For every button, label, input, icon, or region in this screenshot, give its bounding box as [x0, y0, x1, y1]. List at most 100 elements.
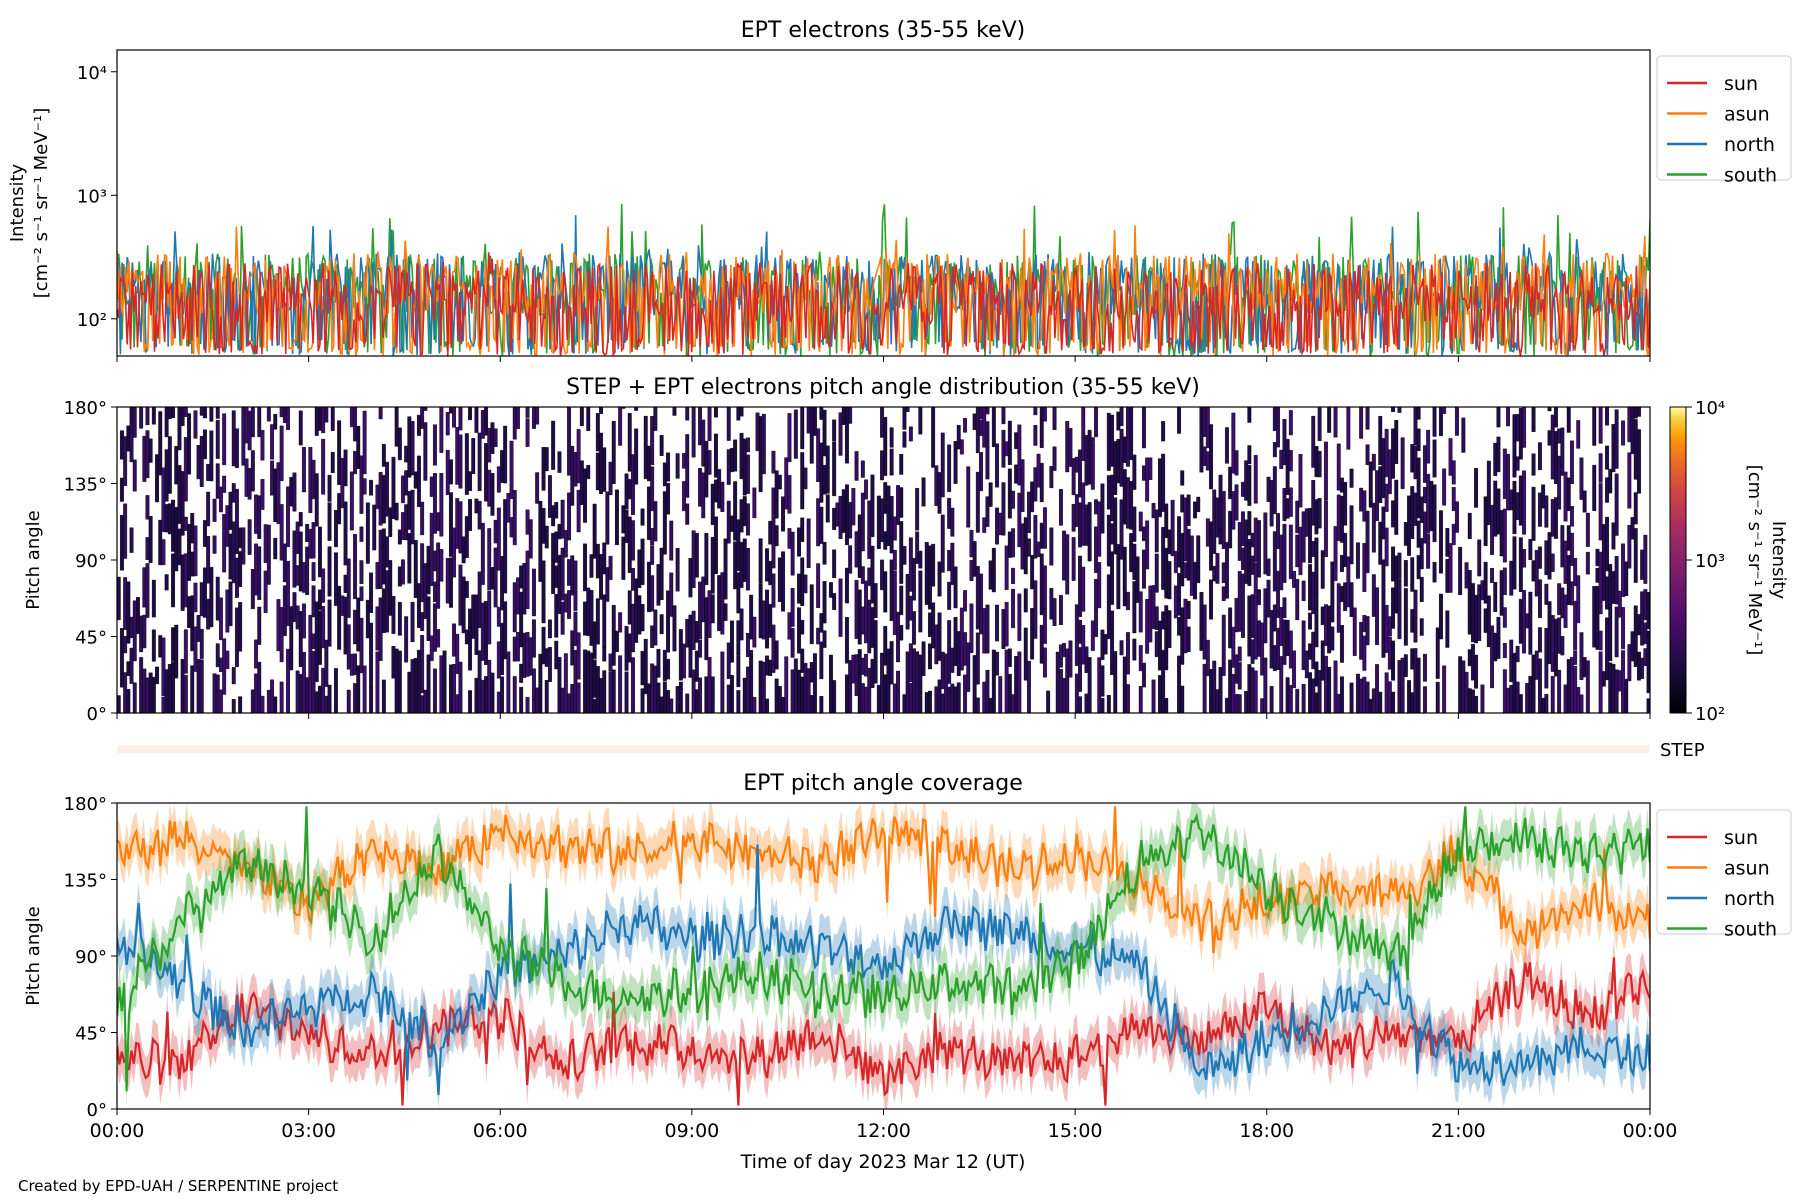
panel2-heat-column	[1110, 414, 1114, 675]
panel2-heat-column	[1554, 407, 1558, 677]
panel2-heat-column	[1455, 407, 1459, 533]
panel2-heat-column	[723, 538, 728, 621]
panel2-heat-column	[605, 491, 610, 602]
panel2-ylabel: Pitch angle	[23, 510, 44, 609]
panel2-heat-column	[912, 558, 916, 713]
panel2-heat-column	[892, 516, 897, 713]
colorbar: 10² 10³ 10⁴ Intensity [cm⁻² s⁻¹ sr⁻¹ MeV⁻¹…	[1669, 398, 1789, 725]
panel2-heat-column	[1621, 420, 1625, 713]
panel2-y-ticks: 0° 45° 90° 135° 180°	[64, 398, 117, 725]
panel1-legend-label-sun: sun	[1724, 73, 1758, 95]
colorbar-ticks: 10² 10³ 10⁴	[1686, 398, 1725, 725]
panel2-heat-column	[975, 407, 980, 713]
panel3-line-north	[117, 844, 1650, 1096]
panel2-heat-column	[1483, 496, 1488, 633]
panel2-heat-column	[1094, 407, 1098, 637]
panel2-heat-column	[1445, 528, 1450, 648]
panel2-heat-column	[982, 407, 987, 713]
panel2-heat-column	[1301, 511, 1306, 713]
panel2-heat-column	[940, 432, 945, 713]
panel2-heat-column	[1279, 449, 1284, 713]
panel2-ytick-label: 90°	[75, 551, 107, 572]
panel2-heat-column	[666, 452, 670, 713]
panel2-heat-column	[231, 410, 236, 713]
panel3-ylabel: Pitch angle	[23, 906, 44, 1005]
panel2-heat-column	[1189, 535, 1194, 596]
panel2-heat-column	[944, 653, 948, 713]
panel2-heat-column	[397, 427, 402, 713]
panel2-heat-column	[436, 512, 441, 648]
panel2-heat-column	[1049, 466, 1054, 620]
panel2-heat-column	[1560, 427, 1565, 656]
panel2-heat-column	[1020, 459, 1025, 570]
panel2-heat-column	[212, 498, 217, 713]
panel2-heat-column	[525, 407, 530, 713]
panel2-heat-column	[484, 407, 488, 713]
step-band	[117, 745, 1650, 753]
panel1-ylabel-line1: Intensity	[7, 163, 28, 242]
panel2-heat-column	[196, 445, 201, 713]
panel2-heat-column	[1253, 455, 1258, 713]
panel2-heat-column	[647, 445, 651, 713]
panel2-heat-column	[886, 485, 891, 713]
panel3-legend-box	[1656, 809, 1792, 935]
panel2-heat-column	[851, 488, 856, 684]
panel3-ytick-label: 90°	[75, 947, 107, 968]
panel2-heat-column	[1320, 550, 1325, 681]
panel3-xtick-label: 21:00	[1431, 1120, 1486, 1142]
panel2-heat-column	[273, 414, 278, 713]
panel2-heat-column	[1257, 520, 1261, 657]
panel2-heat-column	[228, 491, 233, 627]
panel2-heat-column	[1074, 456, 1079, 713]
panel2-heat-column	[765, 548, 769, 713]
panel1-title: EPT electrons (35-55 keV)	[741, 18, 1026, 43]
panel2-heat-column	[187, 413, 191, 628]
panel2-heat-column	[126, 425, 131, 713]
panel2-heat-column	[158, 411, 163, 658]
colorbar-label-line2: [cm⁻² s⁻¹ sr⁻¹ MeV⁻¹]	[1744, 465, 1765, 656]
panel2-heat-column	[1071, 458, 1076, 581]
panel3-legend-label-sun: sun	[1724, 827, 1758, 849]
panel2-heat-column	[650, 416, 655, 713]
panel2-heat-column	[334, 510, 338, 713]
panel2-heat-column	[931, 407, 936, 649]
panel-pitch-distribution: STEP + EPT electrons pitch angle distrib…	[23, 375, 1789, 761]
panel1-x-ticks	[116, 356, 1651, 362]
panel2-heat-column	[1023, 517, 1028, 681]
panel2-heat-column	[1538, 442, 1542, 713]
panel2-heat-column	[717, 469, 722, 632]
panel2-ytick-label: 180°	[64, 398, 107, 419]
panel2-heat-column	[707, 407, 712, 713]
panel2-heat-column	[1359, 407, 1364, 713]
panel2-heat-column	[1397, 407, 1402, 713]
panel2-heat-column	[1643, 534, 1648, 666]
panel2-heat-column	[662, 462, 667, 713]
panel2-heat-column	[579, 407, 584, 505]
panel2-heat-column	[235, 428, 239, 667]
panel2-heat-column	[857, 514, 862, 713]
panel2-heat-column	[710, 483, 715, 713]
panel2-heat-column	[746, 437, 750, 713]
panel2-heat-column	[1566, 407, 1571, 713]
panel2-heat-column	[1346, 407, 1351, 608]
panel2-heat-column	[407, 416, 412, 713]
panel2-heat-column	[854, 451, 859, 696]
panel2-heat-column	[302, 447, 306, 713]
panel3-legend-label-north: north	[1724, 888, 1775, 910]
panel3-xtick-label: 00:00	[90, 1120, 145, 1142]
panel2-heat-column	[560, 499, 565, 713]
panel2-heat-column	[733, 439, 738, 590]
panel2-heat-column	[576, 429, 581, 713]
panel2-heat-column	[346, 558, 351, 713]
panel2-heat-column	[1512, 414, 1517, 713]
colorbar-tick-label: 10⁴	[1695, 398, 1725, 419]
panel2-heat-column	[634, 407, 639, 643]
panel2-heat-column	[643, 415, 648, 695]
panel2-heat-column	[902, 407, 907, 713]
panel2-heat-column	[800, 407, 805, 713]
panel2-heat-column	[995, 443, 999, 676]
panel3-y-ticks: 0° 45° 90° 135° 180°	[64, 794, 117, 1121]
panel2-heat-column	[825, 445, 830, 523]
panel2-heat-column	[362, 410, 367, 713]
panel2-heat-column	[452, 407, 456, 713]
